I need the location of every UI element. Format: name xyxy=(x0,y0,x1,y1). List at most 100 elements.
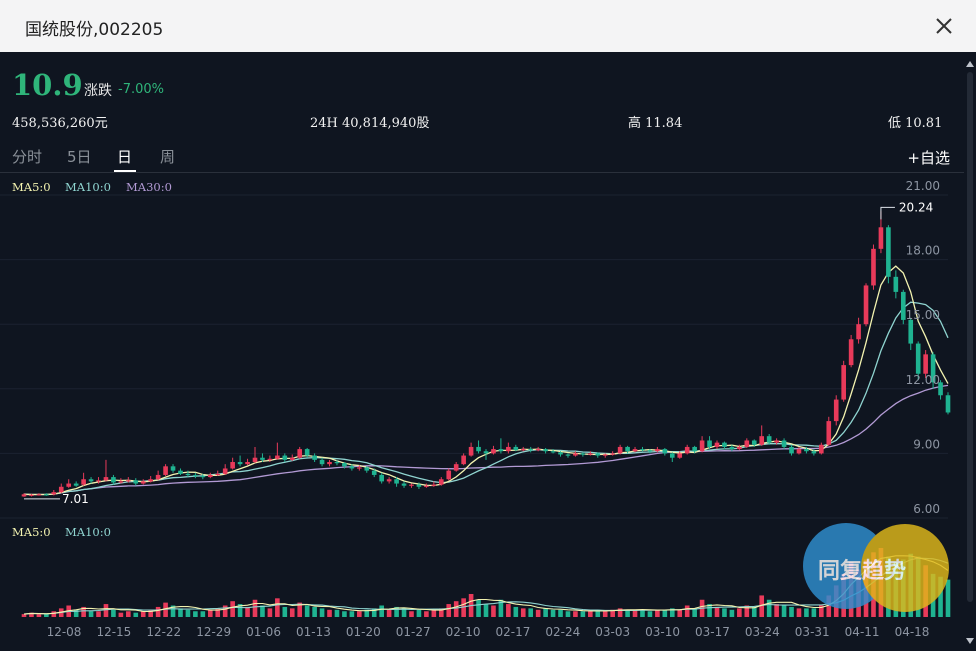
candle-body xyxy=(513,446,519,451)
candle-body xyxy=(826,421,832,445)
candle-body xyxy=(520,449,526,451)
x-tick-label: 12-08 xyxy=(47,625,82,639)
candle-body xyxy=(729,446,735,450)
volume-bar xyxy=(483,604,489,617)
volume-bar xyxy=(133,612,139,617)
candle-body xyxy=(461,455,466,465)
candle-body xyxy=(588,453,593,455)
candle-body xyxy=(446,470,452,480)
watermark-yellow-circle xyxy=(861,524,949,612)
volume-bar xyxy=(334,609,340,617)
candle-body xyxy=(371,470,377,475)
volume-bar xyxy=(88,611,94,617)
volume-bar xyxy=(282,606,288,617)
scroll-thumb[interactable] xyxy=(967,72,973,602)
volume-bar xyxy=(714,606,720,617)
candle-body xyxy=(312,455,317,460)
candle-body xyxy=(349,466,355,469)
arrow-up-icon[interactable] xyxy=(966,60,974,68)
candle-body xyxy=(178,470,183,474)
candle-body xyxy=(237,462,243,465)
arrow-down-icon[interactable] xyxy=(966,637,974,645)
y-tick-label: 21.00 xyxy=(906,179,940,193)
tab-5day[interactable]: 5日 xyxy=(67,148,92,166)
volume-bar xyxy=(535,609,541,617)
candle-body xyxy=(774,440,779,443)
volume-bar xyxy=(580,611,586,617)
candle-body xyxy=(193,474,198,477)
candle-body xyxy=(722,442,727,447)
tab-daily[interactable]: 日 xyxy=(117,148,133,166)
volume-bar xyxy=(36,614,42,617)
x-tick-label: 04-11 xyxy=(845,625,880,639)
candle-body xyxy=(938,382,943,396)
candle-body xyxy=(416,484,422,487)
candle-body xyxy=(357,467,362,469)
change-percent: -7.00% xyxy=(118,82,164,97)
candle-body xyxy=(468,446,474,456)
candle-body xyxy=(602,454,608,456)
x-tick-label: 01-06 xyxy=(246,625,281,639)
close-icon[interactable] xyxy=(934,16,954,36)
chart-grid xyxy=(0,194,948,519)
candle-body xyxy=(662,449,668,454)
volume-bar xyxy=(669,608,675,617)
volume-bar xyxy=(543,608,548,617)
candle-body xyxy=(915,343,921,374)
volume-bar xyxy=(342,611,347,617)
candle-body xyxy=(148,479,153,482)
volume-bar xyxy=(386,609,392,617)
volume-bar xyxy=(371,608,377,617)
volume-bar xyxy=(632,609,638,617)
candle-body xyxy=(699,440,705,452)
volume-bar xyxy=(81,606,86,617)
x-tick-label: 03-17 xyxy=(695,625,730,639)
candle-body xyxy=(751,440,757,445)
volume-bar xyxy=(215,608,221,617)
candle-body xyxy=(66,483,72,487)
x-tick-label: 12-29 xyxy=(196,625,231,639)
candle-body xyxy=(275,455,280,459)
candle-body xyxy=(841,365,846,400)
volume-ma10-legend: MA10:0 xyxy=(65,525,111,539)
volume-bar xyxy=(170,605,176,617)
candle-body xyxy=(558,452,563,455)
candle-body xyxy=(230,462,235,469)
candle-body xyxy=(103,477,109,481)
candle-body xyxy=(580,453,586,455)
candle-body xyxy=(886,227,891,277)
volume-bar xyxy=(528,608,534,617)
volume-bar xyxy=(140,611,146,617)
tab-intraday[interactable]: 分时 xyxy=(12,148,43,166)
volume-bar xyxy=(550,609,556,617)
max-label: 20.24 xyxy=(899,200,933,214)
candle-body xyxy=(155,474,161,480)
volume-bar xyxy=(617,608,623,617)
volume-bar xyxy=(163,602,168,617)
scrollbar[interactable] xyxy=(964,52,976,651)
candle-body xyxy=(692,446,697,452)
candle-body xyxy=(617,446,623,454)
volume-bar xyxy=(297,602,303,617)
volume-bar xyxy=(245,606,250,617)
candle-body xyxy=(453,464,459,471)
candle-body xyxy=(111,477,116,483)
candle-body xyxy=(535,449,541,451)
candle-body xyxy=(878,227,884,249)
candle-body xyxy=(647,450,653,452)
volume-bar xyxy=(364,609,370,617)
tab-weekly[interactable]: 周 xyxy=(160,148,176,166)
volume-bar xyxy=(789,606,794,617)
candle-body xyxy=(327,462,332,465)
candle-body xyxy=(759,436,765,445)
current-price: 10.9 xyxy=(12,68,83,102)
add-watchlist-button[interactable]: +自选 xyxy=(907,149,950,167)
candle-body xyxy=(207,474,213,478)
volume-bar xyxy=(826,595,832,617)
volume-bar xyxy=(692,608,697,617)
candle-body xyxy=(632,449,638,452)
y-tick-label: 9.00 xyxy=(913,437,940,451)
candle-body xyxy=(550,451,556,453)
volume-bar xyxy=(207,609,213,617)
